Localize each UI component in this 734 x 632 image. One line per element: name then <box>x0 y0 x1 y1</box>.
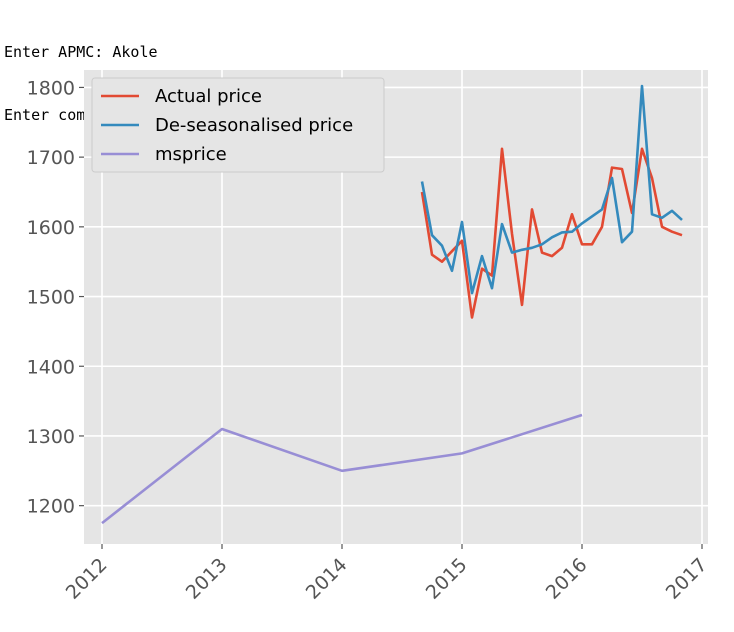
y-tick-label: 1700 <box>27 147 75 169</box>
y-axis-ticks: 1200 1300 1400 1500 1600 1700 1800 <box>27 77 84 518</box>
legend-box <box>91 77 385 173</box>
x-tick-label: 2014 <box>302 554 352 604</box>
series-line-actual-price <box>420 147 683 319</box>
y-tick-label: 1600 <box>27 217 75 239</box>
legend-label: De-seasonalised price <box>155 115 353 136</box>
legend-label: msprice <box>155 144 227 165</box>
x-axis-ticks: 2012 2013 2014 2015 2016 2017 <box>62 544 712 604</box>
y-tick-label: 1500 <box>27 287 75 309</box>
x-tick-label: 2013 <box>182 554 232 604</box>
series-line-de-seasonalised-price <box>420 84 683 295</box>
x-tick-label: 2016 <box>542 554 592 604</box>
legend-label: Actual price <box>155 86 262 107</box>
series-lines <box>101 84 683 525</box>
x-tick-label: 2012 <box>62 554 112 604</box>
y-tick-label: 1400 <box>27 356 75 378</box>
series-line-msprice <box>101 413 583 525</box>
y-tick-label: 1800 <box>27 77 75 99</box>
x-tick-label: 2015 <box>422 554 472 604</box>
x-tick-label: 2017 <box>662 554 712 604</box>
console-line-apmc: Enter APMC: Akole <box>4 43 158 61</box>
y-tick-label: 1200 <box>27 496 75 518</box>
legend: Actual price De-seasonalised price msprice <box>91 77 385 173</box>
y-tick-label: 1300 <box>27 426 75 448</box>
